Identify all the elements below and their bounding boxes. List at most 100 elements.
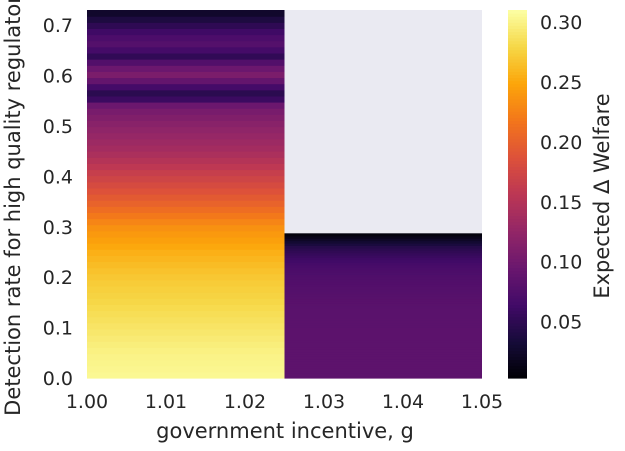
- colorbar-segment: [508, 368, 527, 373]
- heatmap-cell: [87, 347, 285, 355]
- colorbar-segment: [508, 19, 527, 23]
- colorbar-segment: [508, 105, 527, 109]
- heatmap-cell: [284, 339, 482, 343]
- heatmap-cell: [87, 236, 285, 244]
- heatmap-cell: [284, 317, 482, 321]
- colorbar-segment: [508, 187, 527, 192]
- colorbar-segment: [508, 353, 527, 358]
- colorbar-segment: [508, 16, 527, 20]
- colorbar-segment: [508, 10, 527, 14]
- heatmap-cell: [87, 77, 285, 85]
- colorbar-segment: [508, 200, 527, 204]
- colorbar-tick-label: 0.20: [540, 132, 582, 154]
- heatmap-cell: [284, 298, 482, 302]
- colorbar-segment: [508, 22, 527, 26]
- colorbar-segment: [508, 77, 527, 82]
- colorbar-segment: [508, 206, 527, 210]
- colorbar-segment: [508, 172, 527, 177]
- colorbar-segment: [508, 224, 527, 229]
- heatmap-cell: [87, 255, 285, 263]
- heatmap-cell: [284, 288, 482, 292]
- colorbar-segment: [508, 123, 527, 128]
- y-tick-label: 0.5: [43, 116, 73, 138]
- heatmap-cell: [87, 304, 285, 312]
- heatmap-cell: [87, 194, 285, 201]
- colorbar-segment: [508, 212, 527, 217]
- heatmap-cell: [284, 320, 482, 324]
- colorbar-segment: [508, 129, 527, 134]
- heatmap-cell: [87, 341, 285, 348]
- heatmap-cell: [284, 305, 482, 309]
- heatmap-cell: [87, 126, 285, 134]
- colorbar-segment: [508, 359, 527, 364]
- colorbar-segment: [508, 267, 527, 272]
- heatmap-cell: [284, 296, 482, 300]
- heatmap-cell: [284, 238, 482, 242]
- heatmap-cell: [284, 252, 482, 256]
- colorbar-tick-label: 0.30: [540, 12, 582, 34]
- x-axis-label: government incentive, g: [156, 419, 414, 443]
- heatmap-cell: [87, 108, 285, 115]
- colorbar-segment: [508, 148, 527, 152]
- colorbar-segment: [508, 80, 527, 85]
- colorbar-segment: [508, 276, 527, 281]
- colorbar-segment: [508, 89, 527, 94]
- colorbar-segment: [508, 286, 527, 290]
- colorbar-segment: [508, 374, 527, 379]
- heatmap-cell: [284, 368, 482, 372]
- colorbar-segment: [508, 230, 527, 235]
- colorbar-segment: [508, 295, 527, 299]
- colorbar-segment: [508, 258, 527, 263]
- heatmap-cell: [284, 279, 482, 283]
- colorbar-segment: [508, 203, 527, 207]
- heatmap-region: [284, 233, 482, 379]
- colorbar-tick-label: 0.05: [540, 312, 582, 334]
- colorbar-segment: [508, 102, 527, 106]
- heatmap-cell: [284, 373, 482, 377]
- heatmap-cell: [284, 255, 482, 259]
- colorbar-segment: [508, 151, 527, 155]
- colorbar-label: Expected Δ Welfare: [590, 93, 614, 298]
- colorbar-segment: [508, 46, 527, 51]
- colorbar-segment: [508, 141, 527, 146]
- heatmap-cell: [87, 40, 285, 48]
- heatmap-cell: [284, 281, 482, 285]
- heatmap-cell: [87, 157, 285, 164]
- x-tick-label: 1.05: [461, 391, 503, 413]
- heatmap-cell: [87, 316, 285, 324]
- colorbar-segment: [508, 335, 527, 339]
- colorbar-segment: [508, 71, 527, 75]
- y-tick-label: 0.0: [43, 368, 73, 390]
- colorbar-segment: [508, 175, 527, 180]
- heatmap-cell: [284, 334, 482, 338]
- colorbar-segment: [508, 236, 527, 241]
- colorbar-segment: [508, 371, 527, 376]
- heatmap-cell: [87, 273, 285, 281]
- heatmap-cell: [284, 361, 482, 365]
- heatmap-cell: [87, 187, 285, 195]
- heatmap-cell: [87, 181, 285, 189]
- heatmap-cell: [87, 163, 285, 171]
- colorbar-segment: [508, 325, 527, 330]
- colorbar-segment: [508, 350, 527, 355]
- heatmap-cell: [87, 22, 285, 29]
- colorbar-segment: [508, 92, 527, 97]
- colorbar-tick-label: 0.15: [540, 192, 582, 214]
- colorbar-segment: [508, 59, 527, 63]
- x-tick-label: 1.04: [382, 391, 424, 413]
- colorbar-segment: [508, 197, 527, 201]
- heatmap-cell: [284, 332, 482, 336]
- heatmap-cell: [284, 262, 482, 266]
- heatmap-cell: [284, 375, 482, 379]
- heatmap-cell: [87, 34, 285, 42]
- heatmap-cell: [87, 212, 285, 220]
- colorbar-segment: [508, 328, 527, 333]
- heatmap-cell: [284, 250, 482, 254]
- x-tick-label: 1.01: [145, 391, 187, 413]
- heatmap-cell: [87, 243, 285, 250]
- colorbar-segment: [508, 138, 527, 143]
- colorbar-segment: [508, 13, 527, 17]
- colorbar-segment: [508, 215, 527, 220]
- y-axis-ticks: 0.0 0.1 0.2 0.3 0.4 0.5 0.6 0.7: [43, 15, 73, 390]
